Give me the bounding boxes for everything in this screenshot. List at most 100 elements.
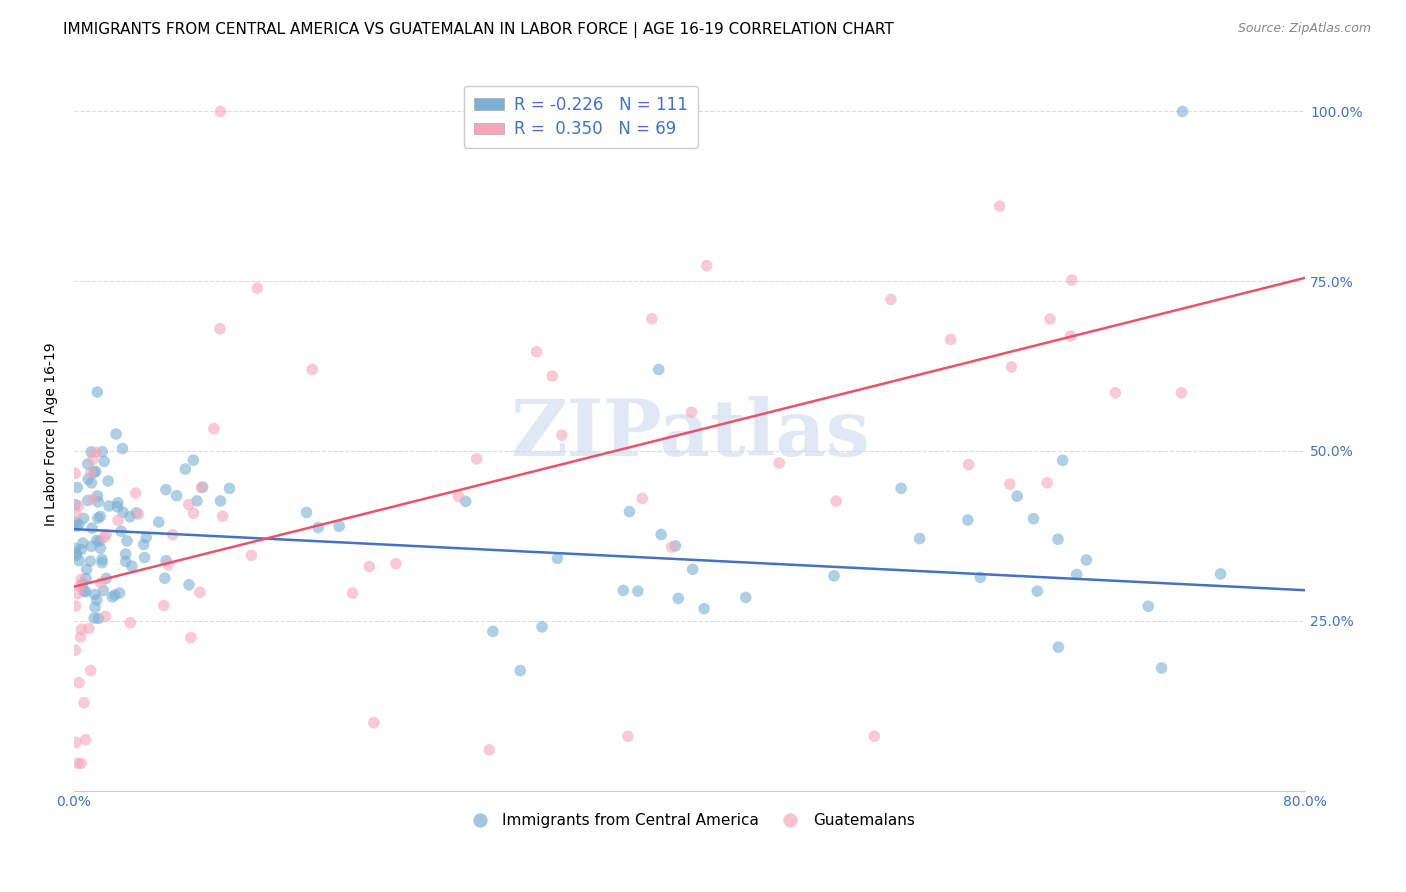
Point [641, 311, 664, 326]
Point [988, 199, 1011, 213]
Point [186, 494, 208, 508]
Point [75, 572, 97, 586]
Point [82, 452, 104, 467]
Point [66, 481, 89, 495]
Text: ZIPatlas: ZIPatlas [510, 396, 869, 472]
Point [148, 515, 170, 529]
Point [301, 362, 323, 376]
Point [79, 554, 101, 568]
Point [190, 481, 212, 495]
Point [73, 511, 96, 525]
Point [1047, 640, 1070, 655]
Point [111, 442, 134, 456]
Point [661, 540, 683, 554]
Point [617, 729, 640, 743]
Point [1036, 475, 1059, 490]
Point [880, 293, 903, 307]
Point [240, 549, 263, 563]
Point [454, 494, 477, 508]
Point [73, 584, 96, 599]
Point [157, 558, 180, 572]
Point [1046, 533, 1069, 547]
Point [1052, 453, 1074, 467]
Point [152, 599, 174, 613]
Point [177, 498, 200, 512]
Point [108, 586, 131, 600]
Point [96, 571, 118, 585]
Point [166, 489, 188, 503]
Point [75, 584, 97, 599]
Point [65, 549, 87, 563]
Point [67, 517, 90, 532]
Point [188, 585, 211, 599]
Point [1039, 312, 1062, 326]
Point [890, 481, 912, 495]
Point [70, 573, 93, 587]
Point [120, 615, 142, 630]
Point [619, 505, 641, 519]
Point [93, 583, 115, 598]
Point [86, 533, 108, 548]
Point [1005, 489, 1028, 503]
Point [693, 601, 716, 615]
Point [65, 643, 87, 657]
Point [77, 622, 100, 636]
Point [70, 542, 93, 557]
Point [65, 599, 87, 613]
Point [107, 513, 129, 527]
Point [211, 509, 233, 524]
Point [84, 600, 107, 615]
Point [183, 506, 205, 520]
Point [132, 537, 155, 551]
Point [134, 550, 156, 565]
Point [1104, 385, 1126, 400]
Point [246, 281, 269, 295]
Point [307, 520, 329, 534]
Point [63, 541, 86, 556]
Point [67, 554, 90, 568]
Point [63, 467, 86, 481]
Point [86, 384, 108, 399]
Point [89, 534, 111, 549]
Point [177, 578, 200, 592]
Point [465, 451, 488, 466]
Point [65, 546, 87, 560]
Point [209, 494, 232, 508]
Point [86, 489, 108, 503]
Point [67, 499, 90, 513]
Point [530, 620, 553, 634]
Point [80, 445, 103, 459]
Point [1059, 329, 1081, 343]
Point [72, 536, 94, 550]
Text: Source: ZipAtlas.com: Source: ZipAtlas.com [1237, 22, 1371, 36]
Point [526, 344, 548, 359]
Point [70, 756, 93, 771]
Point [69, 579, 91, 593]
Point [1076, 553, 1098, 567]
Point [174, 462, 197, 476]
Point [70, 623, 93, 637]
Point [93, 531, 115, 545]
Point [107, 496, 129, 510]
Point [191, 480, 214, 494]
Point [91, 556, 114, 570]
Point [101, 590, 124, 604]
Point [482, 624, 505, 639]
Point [180, 631, 202, 645]
Point [83, 587, 105, 601]
Point [80, 466, 103, 480]
Point [447, 490, 470, 504]
Point [115, 533, 138, 548]
Point [1209, 566, 1232, 581]
Point [612, 583, 634, 598]
Point [93, 454, 115, 468]
Point [478, 743, 501, 757]
Point [1022, 511, 1045, 525]
Point [75, 732, 97, 747]
Point [863, 729, 886, 743]
Point [127, 507, 149, 521]
Point [627, 584, 650, 599]
Point [114, 547, 136, 561]
Point [67, 675, 90, 690]
Point [956, 513, 979, 527]
